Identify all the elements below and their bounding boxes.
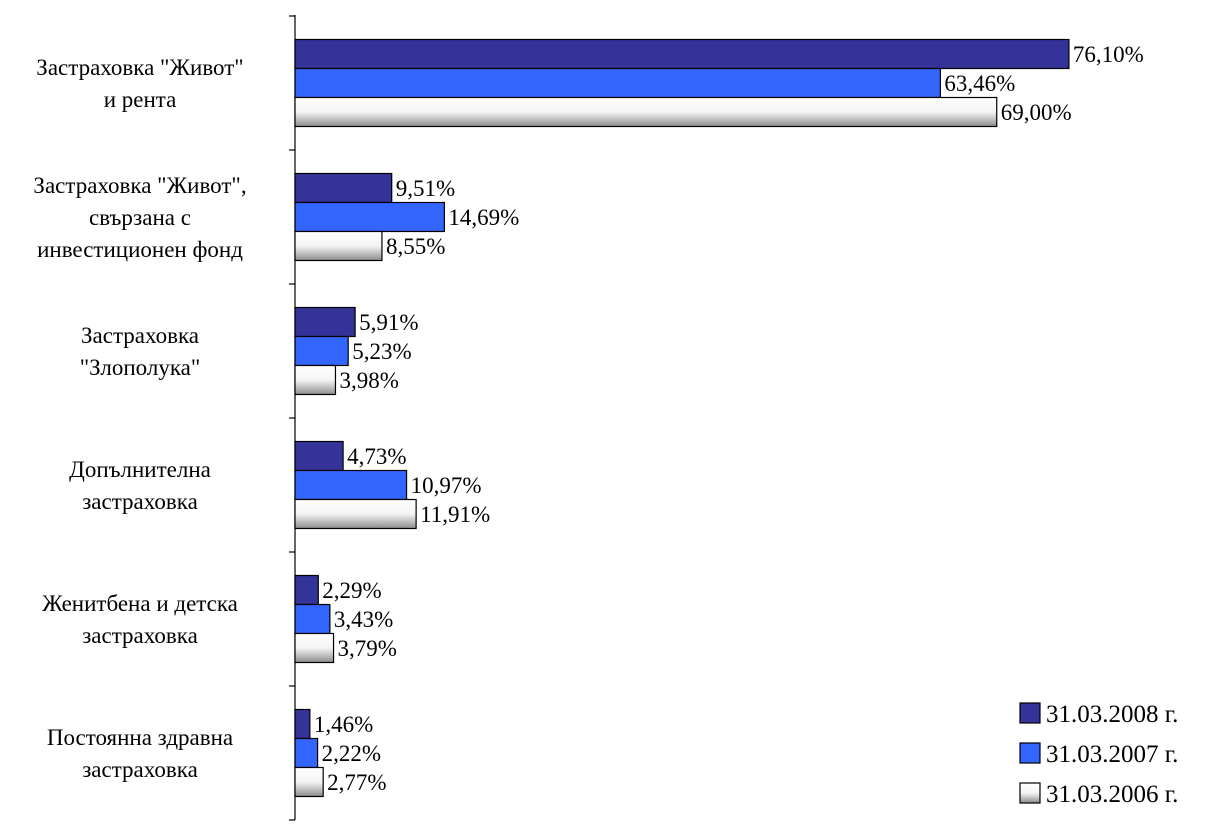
category-label: Женитбена и детска застраховка — [42, 591, 238, 648]
category-label-line: Постоянна здравна — [47, 725, 233, 750]
data-label: 3,98% — [339, 368, 398, 393]
data-label: 3,43% — [334, 607, 393, 632]
data-label: 14,69% — [448, 205, 519, 230]
category-label-line: застраховка — [82, 623, 198, 648]
category-label-line: застраховка — [82, 489, 198, 514]
category-label-line: свързана с — [89, 205, 191, 230]
category-label-line: Допълнителна — [69, 457, 211, 482]
data-label: 63,46% — [944, 71, 1015, 96]
bar — [294, 201, 445, 233]
category-label-line: Застраховка "Живот" — [36, 55, 243, 80]
bar — [294, 67, 941, 99]
bar — [294, 306, 356, 338]
category-label: Допълнителна застраховка — [69, 457, 211, 514]
data-label: 8,55% — [386, 234, 445, 259]
bar — [294, 737, 319, 769]
data-label: 5,91% — [359, 310, 418, 335]
data-label: 76,10% — [1073, 42, 1144, 67]
bar — [294, 603, 331, 635]
category-label: Постоянна здравна застраховка — [47, 725, 233, 782]
bar — [294, 574, 319, 606]
category-label: Застраховка "Злополука" — [80, 323, 201, 380]
category-label-line: "Злополука" — [80, 355, 201, 380]
value-labels: 76,10% 63,46% 69,00% 9,51% 14,69%8,55% 5,91% 5… — [314, 42, 1144, 795]
category-label-line: инвестиционен фонд — [37, 237, 243, 262]
bar — [294, 498, 417, 530]
category-label: Застраховка "Живот" и рента — [36, 55, 243, 112]
data-label: 2,29% — [322, 578, 381, 603]
data-label: 10,97% — [411, 473, 482, 498]
legend-label: 31.03.2006 г. — [1046, 781, 1178, 808]
category-label-line: и рента — [104, 87, 177, 112]
bars — [294, 38, 1070, 798]
bar — [294, 172, 393, 204]
bar — [294, 38, 1070, 70]
legend-swatch — [1019, 742, 1041, 764]
legend-swatch — [1019, 702, 1041, 724]
category-label-line: Застраховка — [81, 323, 199, 348]
bar — [294, 708, 311, 740]
legend: 31.03.2008 г. 31.03.2007 г. 31.03.2006 г. — [1019, 701, 1178, 808]
bar — [294, 766, 324, 798]
data-label: 3,79% — [338, 636, 397, 661]
data-label: 11,91% — [420, 502, 490, 527]
bar — [294, 230, 383, 262]
legend-label: 31.03.2007 г. — [1046, 741, 1178, 768]
category-label: Застраховка "Живот", свързана с инвестицио… — [33, 173, 246, 262]
category-label-line: Женитбена и детска — [42, 591, 238, 616]
bar — [294, 440, 344, 472]
data-label: 2,22% — [322, 741, 381, 766]
data-label: 1,46% — [314, 712, 373, 737]
data-label: 2,77% — [327, 770, 386, 795]
bar — [294, 632, 335, 664]
bar — [294, 364, 337, 396]
category-label-line: Застраховка "Живот", — [33, 173, 246, 198]
category-label-line: застраховка — [82, 757, 198, 782]
legend-swatch — [1019, 782, 1041, 804]
data-label: 5,23% — [352, 339, 411, 364]
data-label: 9,51% — [396, 176, 455, 201]
bar — [294, 96, 998, 128]
data-label: 4,73% — [347, 444, 406, 469]
legend-label: 31.03.2008 г. — [1046, 701, 1178, 728]
bar — [294, 335, 349, 367]
y-axis — [289, 15, 296, 821]
data-label: 69,00% — [1001, 100, 1072, 125]
bar — [294, 469, 408, 501]
